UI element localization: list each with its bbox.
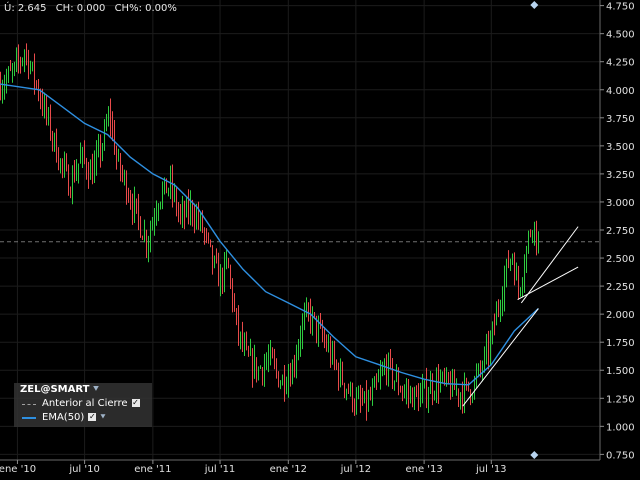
diamond-marker-icon (530, 1, 539, 9)
x-tick-label: jul '10 (68, 464, 100, 475)
ohlc-bars (0, 43, 539, 421)
x-tick-label: jul '13 (475, 464, 507, 475)
ema-swatch (22, 417, 36, 419)
last-price: Ú: 2.645 (4, 3, 47, 14)
y-tick-label: 3.000 (606, 198, 635, 209)
trend-line (520, 226, 579, 304)
pin-icon[interactable]: ⯆ (99, 413, 107, 423)
y-tick-label: 3.250 (606, 170, 635, 181)
chart-legend[interactable]: ZEL@SMART ⯆ Anterior al Cierre ✓ EMA(50) ✓ ⯆ (14, 383, 152, 427)
y-tick-label: 4.750 (606, 2, 635, 13)
legend-item-prev-close[interactable]: Anterior al Cierre ✓ (14, 397, 152, 411)
time-axis[interactable]: ene '10 jul '10 ene '11 jul '11 ene '12 jul '… (0, 460, 507, 475)
x-tick-label: ene '13 (405, 464, 442, 475)
y-tick-label: 4.250 (606, 58, 635, 69)
trend-lines[interactable] (462, 226, 579, 407)
y-tick-label: 3.500 (606, 142, 635, 153)
symbol-label: ZEL@SMART (20, 384, 90, 395)
y-tick-label: 2.750 (606, 226, 635, 237)
y-tick-label: 0.750 (606, 450, 635, 461)
x-tick-label: jul '11 (204, 464, 236, 475)
legend-item-label: EMA(50) (42, 412, 85, 423)
pin-icon[interactable]: ⯆ (92, 385, 100, 395)
x-tick-label: ene '11 (134, 464, 171, 475)
diamond-marker-icon (530, 451, 539, 459)
x-tick-label: jul '12 (340, 464, 372, 475)
prev-close-swatch (22, 404, 36, 405)
y-tick-label: 1.500 (606, 366, 635, 377)
y-tick-label: 1.250 (606, 394, 635, 405)
x-tick-label: ene '12 (270, 464, 307, 475)
price-axis[interactable]: 4.750 4.500 4.250 4.000 3.750 3.500 3.250 3.000… (600, 2, 635, 462)
y-tick-label: 2.250 (606, 282, 635, 293)
price-info-bar: Ú: 2.645 CH: 0.000 CH%: 0.00% (4, 3, 183, 14)
change: CH: 0.000 (55, 3, 106, 14)
legend-item-ema[interactable]: EMA(50) ✓ ⯆ (14, 411, 152, 425)
y-tick-label: 3.750 (606, 114, 635, 125)
x-tick-label: ene '10 (0, 464, 36, 475)
y-tick-label: 4.500 (606, 30, 635, 41)
legend-title-row[interactable]: ZEL@SMART ⯆ (14, 383, 152, 397)
change-percent: CH%: 0.00% (114, 3, 177, 14)
markers[interactable] (530, 1, 539, 459)
y-tick-label: 2.000 (606, 310, 635, 321)
y-tick-label: 1.750 (606, 338, 635, 349)
checkbox-icon[interactable]: ✓ (131, 398, 140, 407)
trend-line (462, 308, 539, 407)
checkbox-icon[interactable]: ✓ (88, 412, 97, 421)
legend-item-label: Anterior al Cierre (42, 398, 128, 409)
y-tick-label: 4.000 (606, 86, 635, 97)
ema-line (0, 83, 539, 386)
y-tick-label: 1.000 (606, 422, 635, 433)
y-tick-label: 2.500 (606, 254, 635, 265)
